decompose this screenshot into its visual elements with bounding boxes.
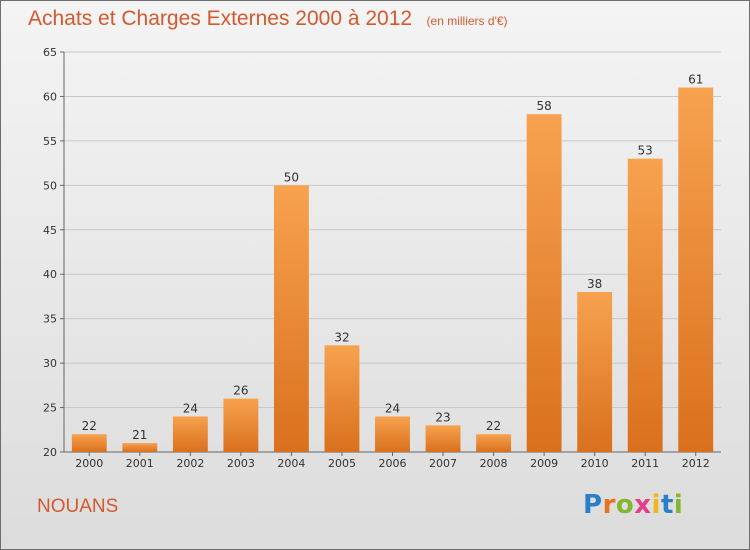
data-label-2012: 61 [688, 73, 703, 87]
bar-2002 [172, 416, 208, 452]
logo-letter: t [660, 490, 674, 520]
bar-2007 [425, 425, 461, 452]
x-tick-label-2000: 2000 [75, 457, 103, 470]
grid-lines [64, 51, 721, 453]
x-tick-label-2011: 2011 [631, 457, 659, 470]
data-label-2011: 53 [638, 144, 653, 158]
x-tick-label-2009: 2009 [530, 457, 558, 470]
y-tick-label: 45 [43, 224, 57, 237]
y-tick-label: 60 [43, 90, 57, 103]
logo-letter: o [615, 490, 635, 520]
x-tick-label-2007: 2007 [429, 457, 457, 470]
bars [71, 87, 714, 453]
y-tick-label: 25 [43, 402, 57, 415]
axes [60, 51, 721, 456]
commune-name: NOUANS [37, 496, 119, 517]
x-tick-label-2005: 2005 [328, 457, 356, 470]
x-tick-label-2008: 2008 [480, 457, 508, 470]
data-label-2008: 22 [486, 419, 501, 433]
data-label-2010: 38 [587, 277, 602, 291]
data-label-2007: 23 [435, 410, 450, 424]
proxiti-logo: Proxiti [583, 490, 683, 520]
title-row: Achats et Charges Externes 2000 à 2012 (… [28, 7, 508, 31]
data-label-2005: 32 [334, 330, 349, 344]
y-tick-label: 65 [43, 46, 57, 59]
logo-letter: x [634, 490, 652, 520]
y-tick-label: 50 [43, 179, 57, 192]
data-label-2009: 58 [536, 99, 551, 113]
x-tick-label-2012: 2012 [682, 457, 710, 470]
chart-unit: (en milliers d'€) [426, 14, 508, 28]
bar-2005 [324, 345, 360, 452]
y-tick-label: 40 [43, 268, 57, 281]
chart-title: Achats et Charges Externes 2000 à 2012 [28, 7, 413, 30]
x-tick-label-2006: 2006 [379, 457, 407, 470]
bar-2010 [577, 292, 613, 452]
data-label-2006: 24 [385, 401, 400, 415]
y-tick-label: 35 [43, 313, 57, 326]
bar-2009 [526, 114, 562, 452]
logo-letter: i [651, 490, 661, 520]
y-tick-label: 55 [43, 135, 57, 148]
x-tick-label-2004: 2004 [277, 457, 305, 470]
x-tick-label-2002: 2002 [176, 457, 204, 470]
bar-2001 [122, 443, 158, 452]
bar-2004 [273, 185, 309, 453]
bar-2000 [71, 434, 107, 452]
labels: 20 25 30 35 40 45 50 55 60 65 22 2000 21 2001 24 2002 26… [43, 46, 710, 470]
x-tick-label-2010: 2010 [581, 457, 609, 470]
bar-2012 [678, 87, 714, 453]
data-label-2000: 22 [82, 419, 97, 433]
data-label-2001: 21 [132, 428, 147, 442]
data-label-2004: 50 [284, 170, 299, 184]
bar-2006 [375, 416, 410, 452]
logo-letter: r [602, 490, 616, 520]
x-tick-label-2001: 2001 [126, 457, 154, 470]
bar-2008 [476, 434, 512, 452]
data-label-2003: 26 [233, 384, 248, 398]
bar-2011 [627, 158, 663, 452]
data-label-2002: 24 [183, 401, 198, 415]
x-tick-label-2003: 2003 [227, 457, 255, 470]
logo-letter: P [583, 490, 603, 520]
bar-2003 [223, 398, 259, 452]
y-tick-label: 20 [43, 446, 57, 459]
logo-letter: i [673, 490, 684, 520]
y-tick-label: 30 [43, 357, 57, 370]
